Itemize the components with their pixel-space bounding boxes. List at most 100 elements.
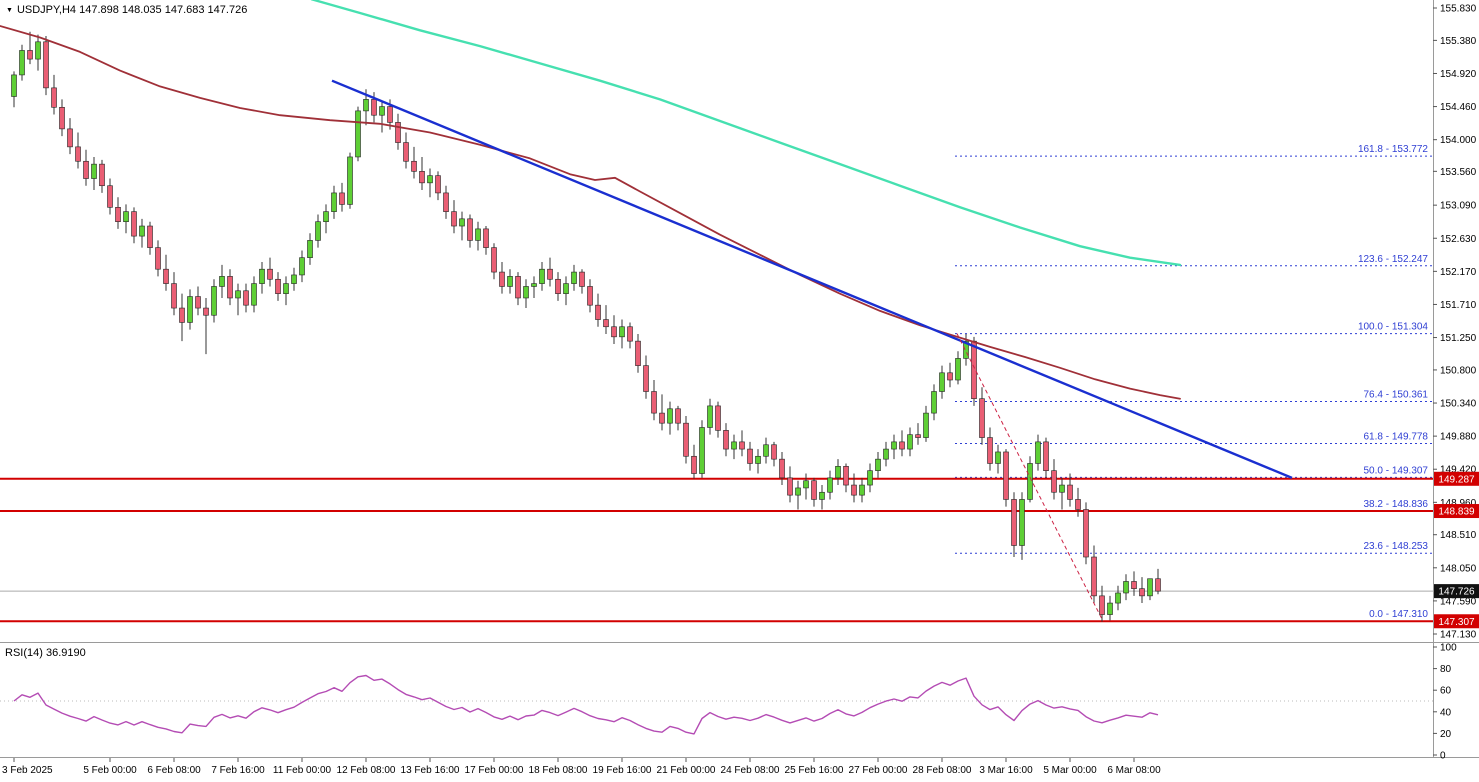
candle-bear xyxy=(83,160,89,179)
candle-bear xyxy=(659,412,665,424)
candle-bear xyxy=(787,477,793,496)
price-axis-label: 152.630 xyxy=(1440,234,1477,245)
candle-bear xyxy=(811,480,817,500)
candle-bear xyxy=(51,87,57,108)
candle-bull xyxy=(523,286,529,299)
time-axis-label: 24 Feb 08:00 xyxy=(721,765,780,776)
candle-bull xyxy=(315,221,321,241)
price-axis-label: 147.590 xyxy=(1440,596,1477,607)
candle-bull xyxy=(891,441,897,450)
rsi-scale-label: 20 xyxy=(1440,729,1452,740)
time-axis-label: 21 Feb 00:00 xyxy=(657,765,716,776)
candle-bull xyxy=(1035,441,1041,464)
candle-bear xyxy=(595,304,601,320)
candle-bear xyxy=(899,441,905,450)
candlestick-series xyxy=(11,31,1161,622)
time-axis-label: 3 Mar 16:00 xyxy=(979,765,1033,776)
candle-bear xyxy=(115,207,121,223)
candle-bull xyxy=(299,257,305,276)
price-axis-label: 148.510 xyxy=(1440,530,1477,541)
rsi-line xyxy=(13,674,1159,735)
time-axis-label: 28 Feb 08:00 xyxy=(913,765,972,776)
svg-text:147.307: 147.307 xyxy=(1438,617,1475,628)
candle-bear xyxy=(683,422,689,457)
rsi-scale-label: 60 xyxy=(1440,686,1452,697)
candle-bull xyxy=(907,434,913,450)
candle-bear xyxy=(163,268,169,284)
candle-bull xyxy=(1123,581,1129,594)
candle-bear xyxy=(491,247,497,273)
candle-bear xyxy=(947,372,953,381)
fib-level-label: 50.0 - 149.307 xyxy=(1364,465,1429,476)
candle-bear xyxy=(843,466,849,486)
candle-bear xyxy=(131,211,137,237)
candle-bear xyxy=(339,192,345,205)
fib-level-label: 23.6 - 148.253 xyxy=(1364,541,1429,552)
candle-bull xyxy=(731,441,737,450)
candle-bull xyxy=(699,427,705,474)
candle-bear xyxy=(195,296,201,309)
candle-bull xyxy=(91,163,97,179)
time-axis-label: 5 Mar 00:00 xyxy=(1043,765,1097,776)
candle-bull xyxy=(139,225,145,237)
candle-bear xyxy=(1083,509,1089,558)
candle-bear xyxy=(203,307,209,316)
candle-bull xyxy=(923,412,929,438)
candle-bear xyxy=(467,218,473,241)
candle-bear xyxy=(579,271,585,287)
candle-bull xyxy=(835,466,841,479)
candle-bull xyxy=(427,175,433,184)
candle-bull xyxy=(707,405,713,428)
candle-bull xyxy=(19,50,25,76)
candle-bear xyxy=(43,41,49,89)
candle-bull xyxy=(363,99,369,112)
time-axis-label: 27 Feb 00:00 xyxy=(849,765,908,776)
candle-bear xyxy=(915,434,921,438)
candle-bull xyxy=(819,491,825,500)
candle-bear xyxy=(75,146,81,162)
main-chart-area[interactable]: 161.8 - 153.772 123.6 - 152.247 100.0 - 15… xyxy=(0,0,1433,623)
candle-bull xyxy=(347,156,353,205)
price-axis-label: 154.460 xyxy=(1440,102,1477,113)
time-axis-label: 11 Feb 00:00 xyxy=(273,765,332,776)
candle-bear xyxy=(387,106,393,123)
fib-level-label: 123.6 - 152.247 xyxy=(1358,254,1428,265)
candle-bear xyxy=(515,276,521,299)
candle-bull xyxy=(803,480,809,489)
candle-bull xyxy=(571,271,577,284)
candle-bull xyxy=(1059,484,1065,493)
candle-bull xyxy=(211,286,217,316)
ohlc-text: USDJPY,H4 147.898 148.035 147.683 147.72… xyxy=(16,4,248,16)
candle-bull xyxy=(667,408,673,424)
time-axis-label: 6 Mar 08:00 xyxy=(1107,765,1161,776)
candle-bull xyxy=(563,283,569,294)
candle-bull xyxy=(755,455,761,464)
rsi-scale-label: 100 xyxy=(1440,643,1457,654)
svg-text:147.726: 147.726 xyxy=(1438,587,1475,598)
candle-bull xyxy=(1027,463,1033,500)
descending-trendline[interactable] xyxy=(331,79,1293,479)
candle-bull xyxy=(1019,499,1025,546)
candle-bear xyxy=(635,340,641,366)
candle-bull xyxy=(355,110,361,158)
candle-bear xyxy=(739,441,745,450)
svg-text:149.287: 149.287 xyxy=(1438,474,1475,485)
candle-bear xyxy=(651,391,657,414)
price-tag-current-price: 147.726 xyxy=(1434,584,1479,599)
candle-bear xyxy=(435,175,441,194)
time-axis-label: 25 Feb 16:00 xyxy=(785,765,844,776)
fib-level-label: 76.4 - 150.361 xyxy=(1364,390,1429,401)
price-tag-resistance-2: 148.839 xyxy=(1434,504,1479,519)
candle-bear xyxy=(179,307,185,323)
time-axis-label: 17 Feb 00:00 xyxy=(465,765,524,776)
time-axis-label: 18 Feb 08:00 xyxy=(529,765,588,776)
candle-bear xyxy=(267,268,273,280)
candle-bull xyxy=(291,274,297,284)
rsi-panel[interactable] xyxy=(0,674,1433,735)
candle-bear xyxy=(243,290,249,306)
ma-fast-line xyxy=(0,25,1181,400)
price-axis-label: 149.880 xyxy=(1440,432,1477,443)
